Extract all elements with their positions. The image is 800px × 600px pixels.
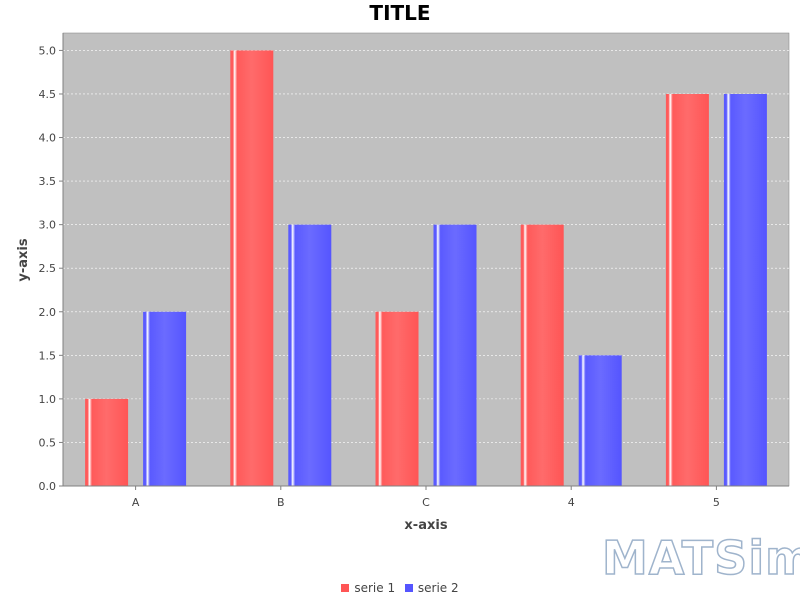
y-tick-label: 5.0 [39, 44, 57, 57]
x-tick-label: A [132, 496, 140, 509]
y-tick-label: 0.5 [39, 436, 57, 449]
legend-item-serie-2: serie 2 [404, 581, 459, 595]
x-axis-label: x-axis [404, 518, 447, 533]
y-axis-label: y-axis [16, 238, 31, 281]
y-tick-label: 2.0 [39, 306, 57, 319]
bar-serie-1-4 [520, 224, 564, 486]
legend-swatch-serie-2 [404, 584, 413, 592]
chart-title: TITLE [369, 1, 431, 25]
legend-item-serie-1: serie 1 [341, 581, 395, 595]
legend-label-serie-1: serie 1 [354, 581, 396, 595]
y-tick-label: 1.5 [39, 349, 57, 362]
legend: serie 1 serie 2 [0, 581, 800, 595]
bar-serie-1-A [85, 398, 129, 486]
y-ticks: 0.0 0.5 1.0 1.5 2.0 2.5 3.0 3.5 4.0 4.5 5.0 [39, 44, 63, 493]
bars [85, 50, 767, 487]
matsim-logo: MATSim [601, 531, 800, 585]
y-tick-label: 4.5 [39, 88, 57, 101]
bar-serie-2-B [288, 224, 332, 486]
x-tick-label: 5 [713, 496, 720, 509]
y-tick-label: 0.0 [39, 480, 57, 493]
x-ticks: A B C 4 5 [132, 486, 720, 509]
x-tick-label: B [277, 496, 285, 509]
legend-swatch-serie-1 [341, 584, 350, 592]
y-tick-label: 2.5 [39, 262, 57, 275]
y-tick-label: 1.0 [39, 393, 57, 406]
bar-serie-2-4 [578, 355, 622, 486]
bar-serie-2-C [433, 224, 477, 486]
legend-label-serie-2: serie 2 [417, 581, 459, 595]
bar-serie-1-5 [665, 93, 709, 486]
bar-serie-1-C [375, 311, 419, 486]
x-tick-label: 4 [568, 496, 575, 509]
bar-serie-1-B [230, 50, 274, 487]
bar-serie-2-5 [723, 93, 767, 486]
y-tick-label: 4.0 [39, 132, 57, 145]
x-tick-label: C [422, 496, 430, 509]
y-tick-label: 3.0 [39, 219, 57, 232]
bar-serie-2-A [143, 311, 187, 486]
y-tick-label: 3.5 [39, 175, 57, 188]
